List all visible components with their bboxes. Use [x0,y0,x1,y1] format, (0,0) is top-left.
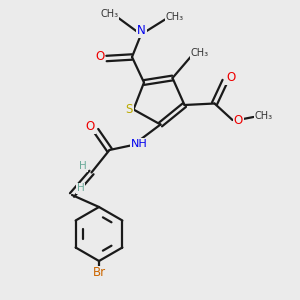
Text: Br: Br [92,266,106,280]
Text: CH₃: CH₃ [190,48,208,59]
Text: H: H [79,161,87,171]
Text: CH₃: CH₃ [255,110,273,121]
Text: O: O [226,71,236,84]
Text: O: O [234,113,243,127]
Text: H: H [76,183,84,194]
Text: CH₃: CH₃ [100,9,118,20]
Text: N: N [137,24,146,38]
Text: CH₃: CH₃ [166,12,184,22]
Text: NH: NH [131,139,148,149]
Text: S: S [125,103,133,116]
Text: O: O [95,50,104,64]
Text: O: O [85,120,94,134]
